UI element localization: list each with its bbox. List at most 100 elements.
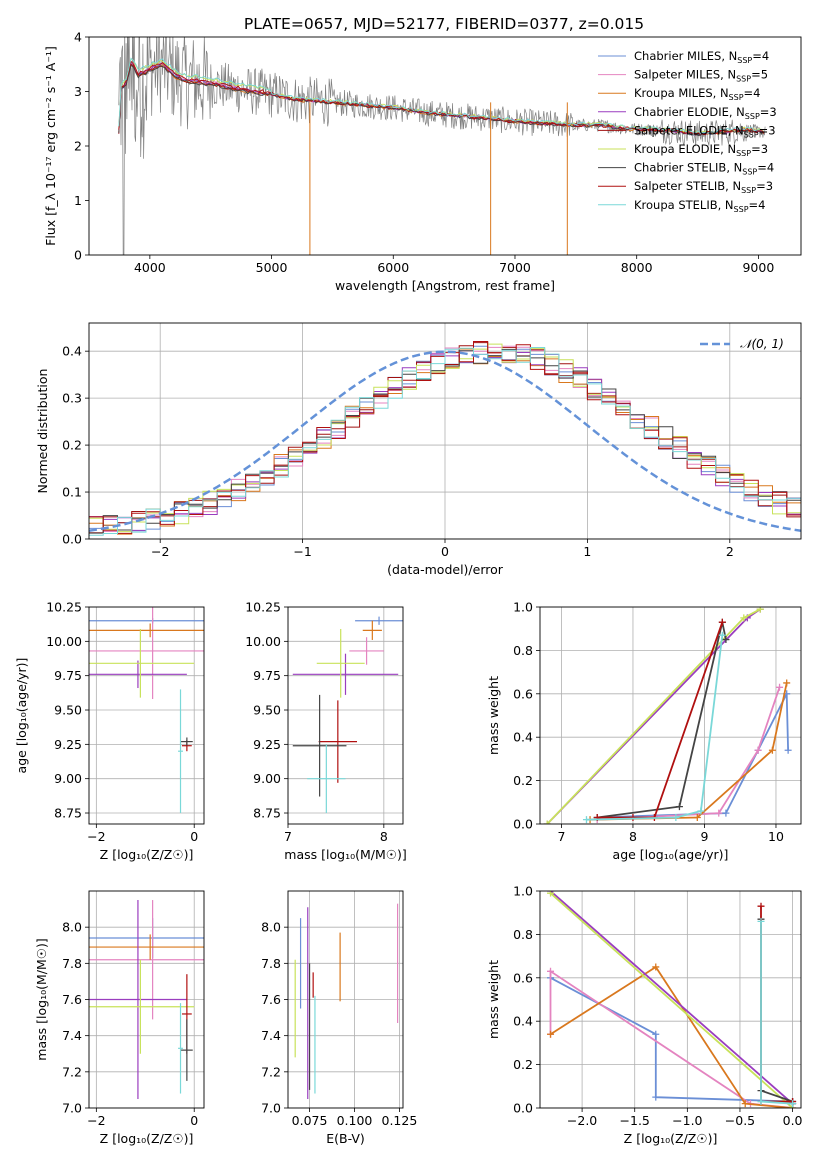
marker-kroupa_miles xyxy=(741,1100,749,1108)
y-tick-label: 0.1 xyxy=(62,485,82,500)
mass-weight-vs-metallicity-plot-area xyxy=(540,891,801,1108)
x-axis-label: mass [log₁₀(M/M☉)] xyxy=(284,847,406,862)
y-tick-label: 9.75 xyxy=(54,668,82,683)
y-tick-label: 4 xyxy=(74,30,82,45)
axes-frame xyxy=(539,606,802,825)
y-tick-label: 8.0 xyxy=(261,920,281,935)
x-tick-label: 0 xyxy=(441,544,449,559)
x-tick-label: 0.075 xyxy=(292,1113,328,1128)
mass-weight-vs-age-panel: 7 8 9 10 0.0 0.2 0.4 0.6 0.8 1.0 age [log₁₀(age/yr… xyxy=(486,600,802,862)
legend-suffix: =4 xyxy=(744,86,761,100)
series-kroupa_stelib xyxy=(760,921,793,1105)
y-tick-label: 7.4 xyxy=(261,1028,281,1043)
y-axis-label: mass [log₁₀(M/M☉)] xyxy=(34,938,49,1060)
legend-label: Chabrier MILES, NSSP=4 xyxy=(634,49,769,65)
y-tick-label: 0.4 xyxy=(513,730,533,745)
marker-kroupa_elodie xyxy=(543,820,551,824)
marker-kroupa_elodie xyxy=(756,607,764,613)
residual-histogram-plot-area xyxy=(89,323,801,539)
legend-label: Salpeter ELODIE, NSSP=3 xyxy=(634,123,776,139)
legend-suffix: =3 xyxy=(759,123,776,137)
marker-kroupa_stelib xyxy=(697,807,705,815)
x-axis-label: Z [log₁₀(Z/Z☉)] xyxy=(100,847,194,862)
y-tick-label: 0.2 xyxy=(62,438,82,453)
y-tick-label: 7.4 xyxy=(62,1028,82,1043)
marker-chabrier_miles xyxy=(784,746,792,754)
mass-vs-metallicity-panel: −2 0 7.0 7.2 7.4 7.6 7.8 8.0 Z [log₁₀(Z/Z☉)] mass… xyxy=(34,890,205,1146)
marker-salpeter_miles xyxy=(715,809,723,817)
x-tick-label: 0.125 xyxy=(382,1113,418,1128)
marker-kroupa_stelib xyxy=(672,813,680,821)
residual-histogram-panel: −2 −1 0 1 2 0.0 0.1 0.2 0.3 0.4 (data-model)/error… xyxy=(35,322,802,577)
x-tick-label: 2 xyxy=(726,544,734,559)
y-tick-label: 9.00 xyxy=(253,771,281,786)
y-tick-label: 8.0 xyxy=(62,920,82,935)
x-tick-label: 0 xyxy=(190,1113,198,1128)
x-axis-label: Z [log₁₀(Z/Z☉)] xyxy=(100,1131,194,1146)
axes-frame xyxy=(88,322,802,540)
axes-frame xyxy=(88,36,802,256)
legend-subscript: SSP xyxy=(734,205,749,214)
y-tick-label: 1 xyxy=(74,193,82,208)
legend-label: 𝒩(0, 1) xyxy=(740,337,784,351)
mass-vs-extinction-panel: 0.075 0.100 0.125 7.0 7.2 7.4 7.6 7.8 8.0 E(B-V) xyxy=(261,890,418,1146)
y-tick-label: 9.25 xyxy=(54,737,82,752)
y-tick-label: 7.6 xyxy=(261,992,281,1007)
axes-frame xyxy=(287,606,404,825)
legend-suffix: =4 xyxy=(757,161,774,175)
marker-kroupa_miles xyxy=(652,963,660,971)
legend-suffix: =5 xyxy=(751,68,768,82)
y-axis-label: Normed distribution xyxy=(35,369,50,494)
y-tick-label: 7.8 xyxy=(62,956,82,971)
marker-kroupa_miles xyxy=(547,1030,555,1038)
y-tick-label: 7.6 xyxy=(62,992,82,1007)
mass-weight-vs-age-plot-area xyxy=(540,607,801,824)
y-tick-label: 0.2 xyxy=(513,1057,533,1072)
x-tick-label: 7 xyxy=(557,829,565,844)
marker-salpeter_stelib xyxy=(757,902,765,910)
legend-subscript: SSP xyxy=(742,168,757,177)
axes-frame xyxy=(287,890,404,1109)
x-tick-label: 7 xyxy=(284,829,292,844)
hist-kroupa_stelib xyxy=(89,347,801,536)
marker-kroupa_miles xyxy=(768,746,776,754)
model-chabrier_stelib xyxy=(118,64,765,136)
age-vs-mass-panel: 7 8 8.75 9.00 9.25 9.50 9.75 10.00 10.25 mass [lo… xyxy=(245,600,407,863)
y-tick-label: 7.8 xyxy=(261,956,281,971)
y-tick-label: 0.4 xyxy=(513,1014,533,1029)
x-tick-label: 10 xyxy=(768,829,784,844)
x-tick-label: 8 xyxy=(629,829,637,844)
axes-frame xyxy=(88,890,205,1109)
series-salpeter_miles xyxy=(597,687,781,821)
y-tick-label: 0.0 xyxy=(513,1101,533,1116)
series-chabrier_miles xyxy=(597,693,789,819)
marker-kroupa_stelib xyxy=(718,631,726,639)
series-salpeter_stelib xyxy=(760,906,793,1103)
y-axis-label: age [log₁₀(age/yr)] xyxy=(14,658,29,774)
y-tick-label: 7.2 xyxy=(62,1064,82,1079)
series-chabrier_stelib xyxy=(597,621,727,819)
x-tick-label: −2 xyxy=(87,829,105,844)
x-tick-label: −1 xyxy=(293,544,311,559)
x-tick-label: −1.0 xyxy=(672,1113,702,1128)
x-tick-label: −2 xyxy=(87,1113,105,1128)
marker-salpeter_miles xyxy=(547,967,555,975)
series-kroupa_elodie xyxy=(549,892,794,1108)
y-tick-label: 0.8 xyxy=(513,643,533,658)
mass-weight-vs-metallicity-panel: −2.0 −1.5 −1.0 −0.5 0.0 0.0 0.2 0.4 0.6 0.8 1.0 Z [… xyxy=(486,884,803,1147)
y-tick-label: 0 xyxy=(74,248,82,263)
marker-kroupa_stelib xyxy=(582,816,590,824)
y-tick-label: 7.2 xyxy=(261,1064,281,1079)
x-axis-label: Z [log₁₀(Z/Z☉)] xyxy=(624,1131,718,1146)
marker-kroupa_elodie xyxy=(547,891,555,897)
series-kroupa_miles xyxy=(550,965,793,1108)
age-vs-metallicity-panel: −2 0 8.75 9.00 9.25 9.50 9.75 10.00 10.25 Z [log₁… xyxy=(14,600,205,862)
x-tick-label: 4000 xyxy=(134,260,166,275)
y-tick-label: 10.00 xyxy=(245,634,281,649)
x-tick-label: −2.0 xyxy=(567,1113,597,1128)
legend-suffix: =3 xyxy=(760,105,777,119)
x-tick-label: 7000 xyxy=(499,260,531,275)
model-kroupa_stelib xyxy=(118,57,764,134)
x-tick-label: 5000 xyxy=(256,260,288,275)
